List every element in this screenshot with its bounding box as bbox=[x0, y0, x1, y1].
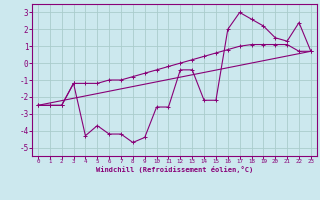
X-axis label: Windchill (Refroidissement éolien,°C): Windchill (Refroidissement éolien,°C) bbox=[96, 166, 253, 173]
